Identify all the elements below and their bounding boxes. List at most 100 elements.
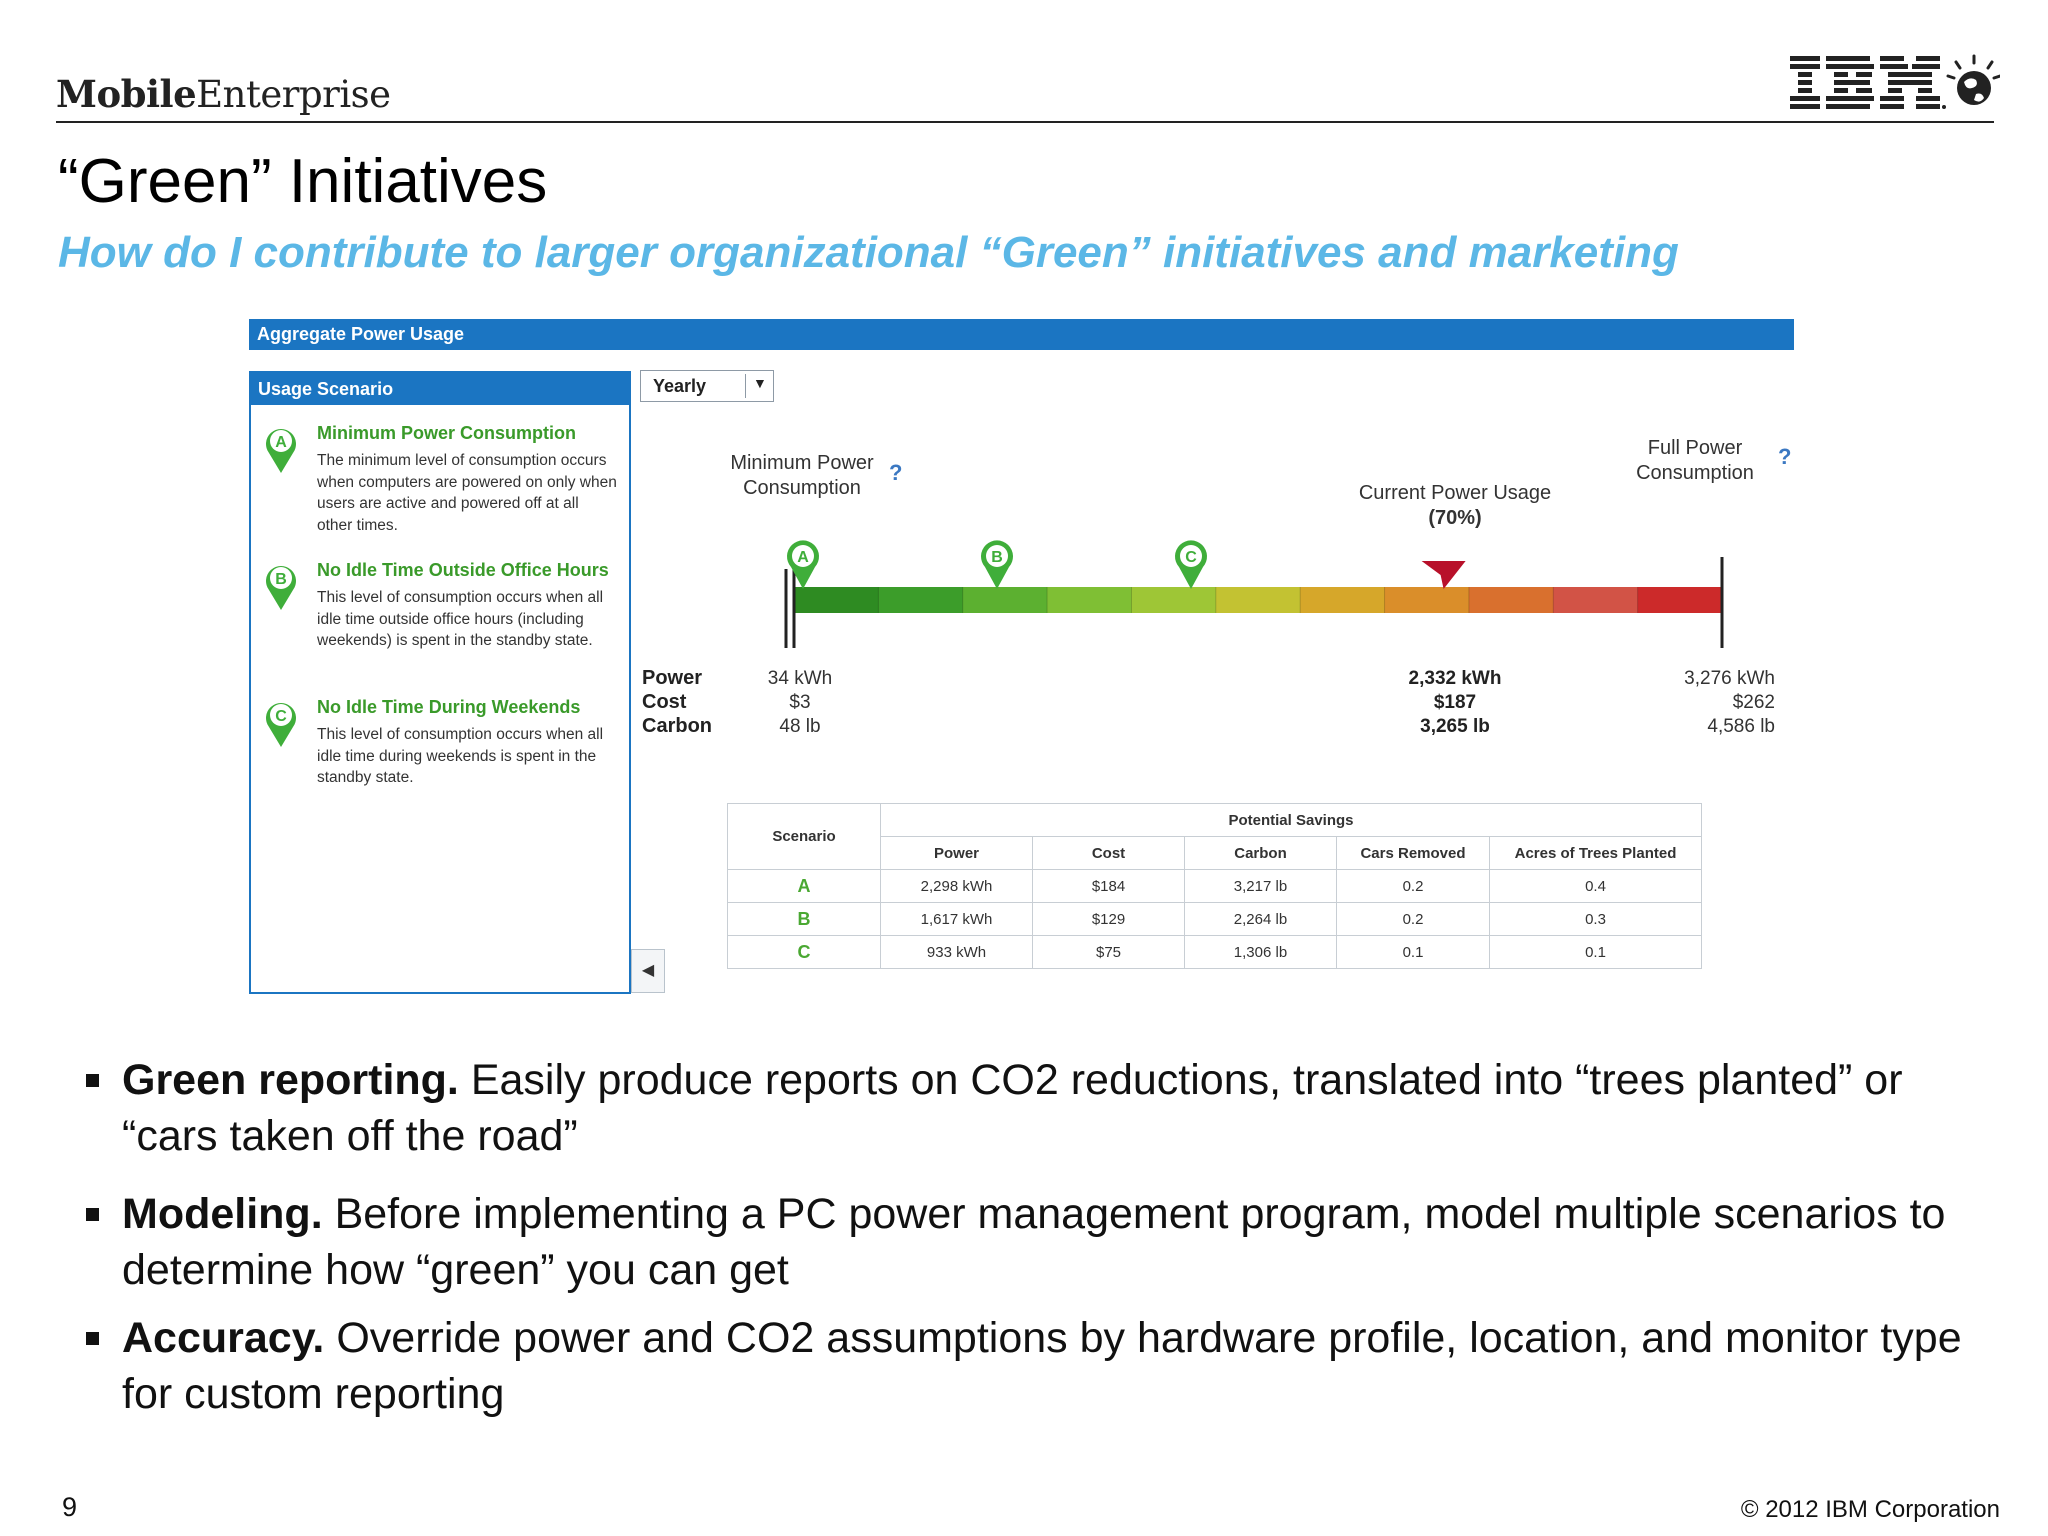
min-cost-value: $3 bbox=[789, 692, 811, 713]
cost-cell: $184 bbox=[1032, 869, 1185, 903]
gauge-segment bbox=[1468, 587, 1554, 613]
bullet-marker bbox=[86, 1332, 99, 1345]
column-header-power: Power bbox=[880, 836, 1033, 870]
gauge-segment bbox=[1047, 587, 1132, 613]
caret-left-icon: ◀ bbox=[641, 962, 655, 979]
power-cell: 1,617 kWh bbox=[880, 902, 1033, 936]
power-usage-gauge: A B C bbox=[784, 540, 1724, 648]
gauge-segment bbox=[1215, 587, 1301, 613]
min-help-icon[interactable]: ? bbox=[889, 460, 903, 485]
ibm-logo bbox=[1790, 54, 2000, 109]
table-row: B 1,617 kWh $129 2,264 lb 0.2 0.3 bbox=[727, 902, 1702, 936]
period-select[interactable]: Yearly ▼ bbox=[640, 370, 774, 402]
carbon-cell: 2,264 lb bbox=[1184, 902, 1337, 936]
acres-cell: 0.3 bbox=[1489, 902, 1702, 936]
scenario-description: The minimum level of consumption occurs … bbox=[317, 452, 617, 534]
usage-scenario-header: Usage Scenario bbox=[251, 373, 629, 405]
cars-cell: 0.1 bbox=[1336, 935, 1490, 969]
scenario-a-pin-icon: A bbox=[266, 429, 296, 473]
current-usage-marker-icon bbox=[1421, 561, 1466, 589]
max-carbon-value: 4,586 lb bbox=[1707, 716, 1775, 737]
gauge-segment bbox=[1637, 587, 1723, 613]
scenario-cell: B bbox=[727, 902, 881, 936]
cost-cell: $129 bbox=[1032, 902, 1185, 936]
bullet-green-reporting: Green reporting. Easily produce reports … bbox=[84, 1052, 2004, 1164]
header-rule bbox=[56, 121, 1994, 123]
column-header-cars-removed: Cars Removed bbox=[1336, 836, 1490, 870]
carbon-cell: 3,217 lb bbox=[1184, 869, 1337, 903]
bullet-lead: Modeling. bbox=[122, 1190, 323, 1238]
bullet-marker bbox=[86, 1208, 99, 1221]
page-number: 9 bbox=[62, 1492, 78, 1522]
column-header-carbon: Carbon bbox=[1184, 836, 1337, 870]
scenario-pin-letter: C bbox=[1185, 549, 1197, 566]
copyright: © 2012 IBM Corporation bbox=[1740, 1496, 2000, 1523]
bullet-lead: Accuracy. bbox=[122, 1314, 325, 1362]
bullet-text: Override power and CO2 assumptions by ha… bbox=[122, 1314, 1962, 1418]
bullet-text: Easily produce reports on CO2 reductions… bbox=[122, 1056, 1903, 1160]
column-header-cost: Cost bbox=[1032, 836, 1185, 870]
scenario-title: Minimum Power Consumption bbox=[317, 423, 576, 443]
chevron-down-icon: ▼ bbox=[753, 375, 767, 391]
cars-cell: 0.2 bbox=[1336, 902, 1490, 936]
gauge-segment bbox=[794, 587, 879, 613]
min-carbon-value: 48 lb bbox=[779, 716, 821, 737]
gauge-segment bbox=[962, 587, 1048, 613]
scenario-pin-center bbox=[792, 545, 814, 567]
scenario-pin-letter: A bbox=[797, 549, 809, 566]
scenario-b-pin-icon: B bbox=[266, 566, 296, 610]
full-power-label: Full Power Consumption bbox=[1636, 437, 1754, 484]
potential-savings-header: Potential Savings bbox=[880, 803, 1702, 837]
svg-text:B: B bbox=[275, 571, 287, 588]
bullet-accuracy: Accuracy. Override power and CO2 assumpt… bbox=[84, 1310, 2004, 1422]
potential-savings-table: Scenario Potential Savings Power Cost Ca… bbox=[727, 803, 1702, 969]
slide-title: “Green” Initiatives bbox=[58, 147, 548, 216]
scenario-pin-center bbox=[1180, 545, 1202, 567]
gauge-segment bbox=[1553, 587, 1639, 613]
slide-subtitle: How do I contribute to larger organizati… bbox=[58, 228, 1679, 277]
period-select-value: Yearly bbox=[653, 376, 707, 396]
scroll-left-button[interactable]: ◀ bbox=[631, 949, 665, 993]
row-label-cost: Cost bbox=[642, 691, 687, 713]
gauge-segment bbox=[1131, 587, 1217, 613]
row-label-carbon: Carbon bbox=[642, 715, 712, 737]
current-cost-value: $187 bbox=[1433, 692, 1477, 713]
bullet-marker bbox=[86, 1074, 99, 1087]
bullet-modeling: Modeling. Before implementing a PC power… bbox=[84, 1186, 2004, 1298]
scenario-description: This level of consumption occurs when al… bbox=[317, 726, 604, 786]
carbon-cell: 1,306 lb bbox=[1184, 935, 1337, 969]
max-power-value: 3,276 kWh bbox=[1684, 668, 1775, 689]
full-help-icon[interactable]: ? bbox=[1778, 444, 1792, 469]
power-cell: 933 kWh bbox=[880, 935, 1033, 969]
acres-cell: 0.4 bbox=[1489, 869, 1702, 903]
brand-logo-text: MobileEnterprise bbox=[56, 72, 391, 116]
scenario-cell: A bbox=[727, 869, 881, 903]
brand-regular: Enterprise bbox=[196, 73, 391, 116]
scenario-c-pin-icon: C bbox=[266, 703, 296, 747]
aggregate-power-usage-header: Aggregate Power Usage bbox=[249, 319, 1794, 350]
scenario-description: This level of consumption occurs when al… bbox=[317, 589, 604, 649]
scenario-pin-center bbox=[986, 545, 1008, 567]
column-header-acres-trees: Acres of Trees Planted bbox=[1489, 836, 1702, 870]
min-power-value: 34 kWh bbox=[767, 668, 833, 689]
globe-icon bbox=[1946, 54, 2000, 105]
bullet-lead: Green reporting. bbox=[122, 1056, 459, 1104]
row-label-power: Power bbox=[642, 667, 703, 689]
max-cost-value: $262 bbox=[1732, 692, 1775, 713]
brand-bold: Mobile bbox=[56, 72, 197, 116]
table-row: C 933 kWh $75 1,306 lb 0.1 0.1 bbox=[727, 935, 1702, 969]
svg-text:A: A bbox=[275, 434, 287, 451]
current-power-label: Current Power Usage bbox=[1358, 482, 1552, 504]
bullet-list: Green reporting. Easily produce reports … bbox=[84, 1052, 2004, 1444]
gauge-segment bbox=[1384, 587, 1470, 613]
current-power-percent: (70%) bbox=[1428, 507, 1482, 529]
select-divider bbox=[745, 374, 746, 398]
bullet-text: Before implementing a PC power managemen… bbox=[122, 1190, 1946, 1294]
cost-cell: $75 bbox=[1032, 935, 1185, 969]
current-power-value: 2,332 kWh bbox=[1408, 668, 1502, 689]
current-carbon-value: 3,265 lb bbox=[1420, 716, 1490, 737]
cars-cell: 0.2 bbox=[1336, 869, 1490, 903]
scenario-cell: C bbox=[727, 935, 881, 969]
scenario-title: No Idle Time Outside Office Hours bbox=[317, 560, 609, 580]
svg-text:C: C bbox=[275, 708, 287, 725]
